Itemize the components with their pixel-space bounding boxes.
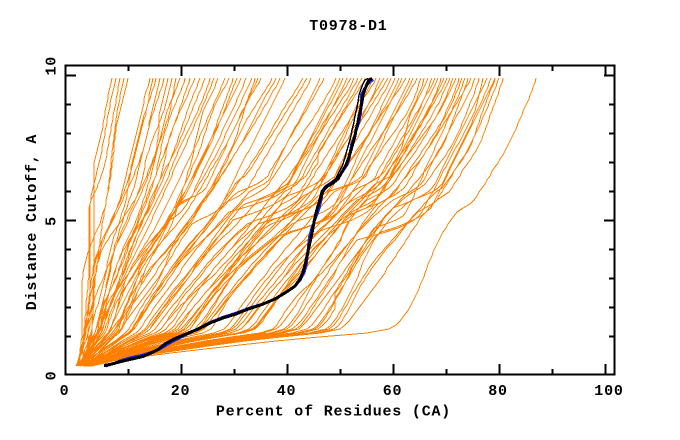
svg-text:T0978-D1: T0978-D1 xyxy=(309,18,387,35)
svg-text:0: 0 xyxy=(60,383,70,400)
svg-text:80: 80 xyxy=(488,383,508,400)
svg-text:100: 100 xyxy=(594,383,623,400)
svg-text:Percent of Residues (CA): Percent of Residues (CA) xyxy=(216,404,451,421)
svg-text:20: 20 xyxy=(171,383,191,400)
svg-text:10: 10 xyxy=(44,56,61,76)
svg-text:5: 5 xyxy=(44,216,61,226)
svg-text:Distance Cutoff, A: Distance Cutoff, A xyxy=(24,134,41,310)
svg-text:0: 0 xyxy=(44,371,61,381)
svg-text:60: 60 xyxy=(383,383,403,400)
svg-text:40: 40 xyxy=(277,383,297,400)
